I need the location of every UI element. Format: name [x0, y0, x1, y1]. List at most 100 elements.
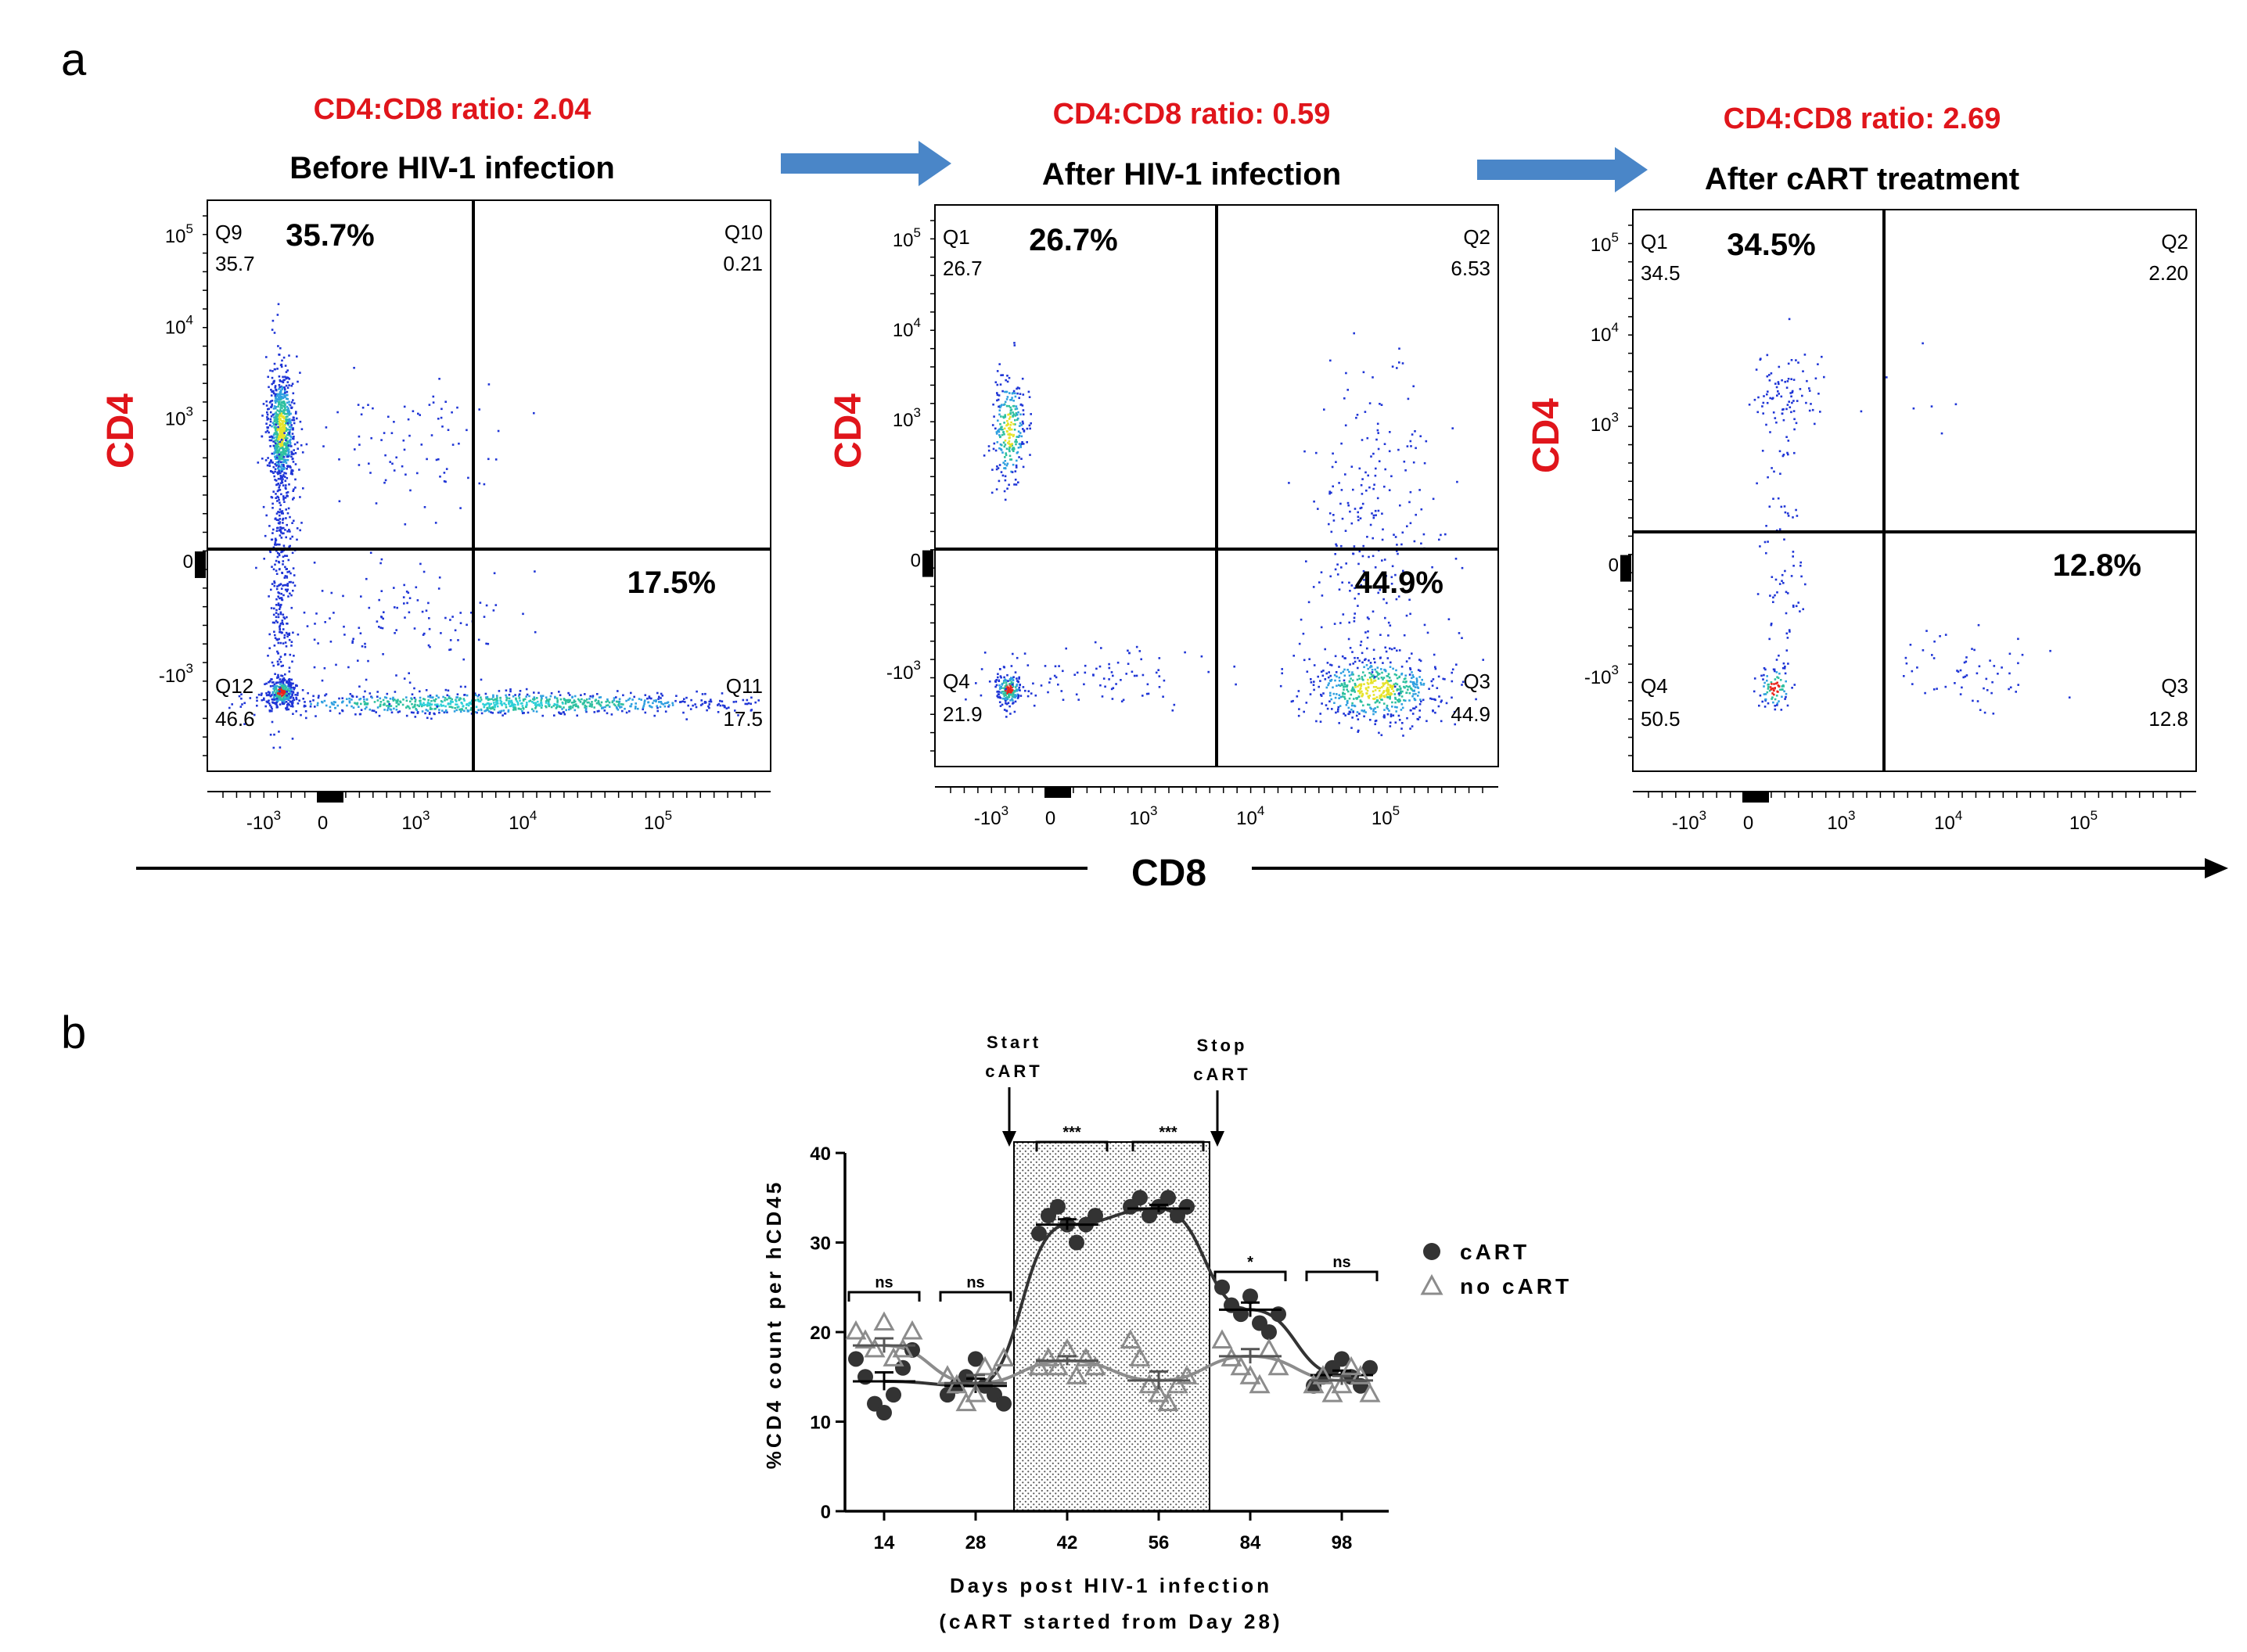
cart-point	[1214, 1279, 1230, 1295]
x-tick-label: 42	[1057, 1532, 1078, 1553]
no-cart-point	[845, 1320, 867, 1340]
y-tick-label: 103	[1591, 410, 1619, 436]
no-cart-point	[901, 1320, 923, 1340]
y-tick-label: 20	[810, 1323, 831, 1344]
significance-label: ns	[966, 1274, 984, 1291]
cart-point	[996, 1395, 1012, 1412]
x-tick-label: -103	[974, 803, 1008, 829]
no-cart-point	[1066, 1365, 1088, 1384]
quadrant-lr-value: 44.9	[1451, 702, 1490, 726]
significance-bracket	[1035, 1140, 1109, 1151]
x-tick-label-exp: 4	[1257, 803, 1264, 818]
x-tick-label: 105	[2069, 808, 2098, 834]
y-tick-label: 40	[810, 1144, 831, 1165]
x-tick-label-exp: 3	[1150, 803, 1157, 818]
x-zero-tick-cluster	[1742, 792, 1769, 803]
no-cart-point	[1037, 1347, 1059, 1366]
quadrant-lr-name: Q11	[726, 674, 763, 698]
x-tick-label-base: 10	[1372, 808, 1393, 829]
x-tick-label-exp: 3	[1001, 803, 1008, 818]
flow-plot-3: Q134.5Q22.20Q450.5Q312.834.5%12.8%CD4105…	[1526, 209, 2197, 834]
x-tick-label: 0	[1045, 808, 1055, 829]
cart-point	[1353, 1377, 1368, 1394]
x-tick-label: 0	[1743, 813, 1753, 834]
chart-x-axis-label: Days post HIV-1 infection	[950, 1574, 1272, 1597]
cart-point	[1031, 1226, 1047, 1242]
legend-no-cart-label: no cART	[1460, 1274, 1572, 1298]
x-tick-label-exp: 5	[1393, 803, 1400, 818]
annotation-arrow-head	[1002, 1131, 1016, 1147]
no-cart-point	[1359, 1383, 1381, 1402]
y-zero-tick-cluster	[195, 551, 206, 578]
legend-cart-marker	[1423, 1243, 1440, 1260]
quadrant-ll-name: Q12	[215, 674, 253, 698]
cart-point	[1050, 1198, 1066, 1215]
no-cart-point	[1267, 1356, 1289, 1376]
x-tick-label-exp: 3	[1848, 808, 1855, 823]
quadrant-ur-value: 6.53	[1451, 257, 1490, 280]
x-tick-label-exp: 4	[1955, 808, 1962, 823]
plot-title-3: After cART treatment	[1705, 162, 2019, 196]
flow-plots: Q935.7Q100.21Q1246.6Q1117.535.7%17.5%CD4…	[100, 199, 2197, 834]
x-tick-label-base: 10	[1129, 808, 1150, 829]
no-cart-point	[873, 1311, 895, 1331]
x-tick-label: 98	[1332, 1532, 1353, 1553]
y-zero-tick-cluster	[1620, 555, 1631, 582]
no-cart-point	[1084, 1356, 1106, 1376]
y-tick-label: 104	[893, 315, 921, 341]
no-cart-point	[1157, 1392, 1179, 1412]
y-tick-label-exp: 3	[186, 661, 193, 676]
no-cart-point	[1075, 1347, 1097, 1366]
plot-frame-1	[207, 199, 771, 772]
annotation-line2: cART	[1193, 1065, 1250, 1084]
x-tick-label-base: 10	[1934, 813, 1955, 834]
x-tick-label-base: 10	[401, 813, 422, 834]
cart-point	[1069, 1234, 1084, 1251]
no-cart-point	[1138, 1374, 1160, 1394]
y-tick-label-exp: 3	[1612, 663, 1619, 677]
y-tick-label: 104	[1591, 320, 1619, 346]
legend-no-cart-marker	[1420, 1273, 1443, 1295]
cart-point	[848, 1351, 864, 1367]
y-tick-label: 104	[165, 313, 193, 339]
annotation-line2: cART	[985, 1061, 1042, 1081]
y-tick-label-exp: 3	[1612, 410, 1619, 425]
cart-point	[886, 1387, 901, 1403]
y-tick-label: 0	[1609, 555, 1619, 576]
x-tick-label: 104	[509, 808, 537, 834]
quadrant-ll-value: 46.6	[215, 707, 255, 731]
y-tick-label-exp: 3	[186, 404, 193, 418]
quadrant-lr-value: 12.8	[2148, 707, 2188, 731]
cart-point	[1160, 1190, 1176, 1206]
x-tick-label: 104	[1934, 808, 1962, 834]
no-cart-point	[1350, 1365, 1372, 1384]
x-tick-label: 28	[965, 1532, 987, 1553]
cart-point	[968, 1351, 983, 1367]
y-tick-label: -103	[159, 661, 193, 687]
no-cart-point	[1230, 1356, 1252, 1376]
legend-cart-label: cART	[1460, 1240, 1530, 1264]
y-tick-label-base: 0	[183, 551, 193, 573]
annotation-arrow-head	[1210, 1131, 1224, 1147]
x-tick-label: -103	[246, 808, 281, 834]
cd4-axis-label-3: CD4	[1526, 398, 1567, 473]
quadrant-ur-name: Q2	[2161, 230, 2188, 253]
cd8-axis-label: CD8	[1131, 853, 1206, 894]
x-tick-label: 104	[1236, 803, 1264, 829]
x-tick-label-base: 0	[318, 813, 328, 834]
cart-period-shading	[1013, 1141, 1210, 1512]
quadrant-ll-name: Q4	[1641, 674, 1668, 698]
x-tick-label: 105	[644, 808, 672, 834]
cart-point	[958, 1369, 974, 1385]
x-tick-label: 105	[1372, 803, 1400, 829]
quadrant-ul-value: 26.7	[943, 257, 983, 280]
quadrant-ur-value: 0.21	[723, 252, 763, 275]
quadrant-ul-value: 34.5	[1641, 261, 1681, 285]
x-tick-label: 103	[1129, 803, 1157, 829]
y-tick-label-base: 10	[165, 408, 186, 429]
x-tick-label-base: 10	[1827, 813, 1848, 834]
flow-events-2	[965, 332, 1484, 737]
plot-frame-3	[1632, 209, 2197, 772]
y-tick-label: -103	[1584, 663, 1619, 688]
